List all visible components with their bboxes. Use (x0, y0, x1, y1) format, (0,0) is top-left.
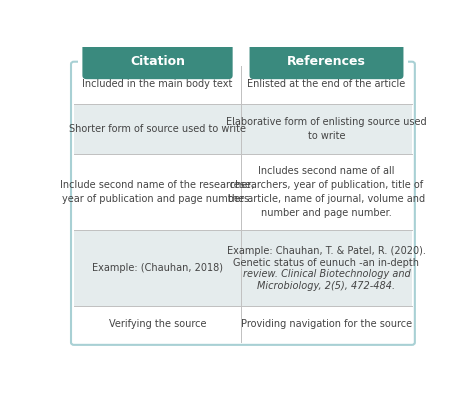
Text: Included in the main body text: Included in the main body text (82, 79, 233, 89)
Bar (74, 154, 241, 230)
FancyBboxPatch shape (82, 43, 233, 79)
Bar (241, 64, 412, 104)
Text: Include second name of the researcher,
year of publication and page numbers.: Include second name of the researcher, y… (60, 181, 255, 205)
Bar (241, 306, 412, 342)
Bar (74, 64, 241, 104)
Bar (74, 230, 241, 306)
Bar (74, 306, 241, 342)
Text: Providing navigation for the source: Providing navigation for the source (241, 319, 412, 329)
Bar (74, 104, 241, 154)
FancyBboxPatch shape (249, 43, 403, 79)
Text: Enlisted at the end of the article: Enlisted at the end of the article (247, 79, 406, 89)
Text: Genetic status of eunuch -an in-depth: Genetic status of eunuch -an in-depth (234, 258, 419, 267)
Text: Verifying the source: Verifying the source (109, 319, 206, 329)
Bar (241, 230, 412, 306)
Text: Example: (Chauhan, 2018): Example: (Chauhan, 2018) (92, 263, 223, 273)
Bar (241, 154, 412, 230)
Text: Includes second name of all
researchers, year of publication, title of
the artic: Includes second name of all researchers,… (228, 166, 425, 218)
Text: Citation: Citation (130, 55, 185, 68)
Bar (241, 104, 412, 154)
Text: review. Clinical Biotechnology and: review. Clinical Biotechnology and (243, 269, 410, 279)
Text: Microbiology, 2(5), 472-484.: Microbiology, 2(5), 472-484. (257, 281, 396, 291)
Text: Elaborative form of enlisting source used
to write: Elaborative form of enlisting source use… (226, 117, 427, 141)
Text: References: References (287, 55, 366, 68)
Text: Example: Chauhan, T. & Patel, R. (2020).: Example: Chauhan, T. & Patel, R. (2020). (227, 246, 426, 256)
Text: Shorter form of source used to write: Shorter form of source used to write (69, 124, 246, 134)
Bar (78, 49, 408, 66)
